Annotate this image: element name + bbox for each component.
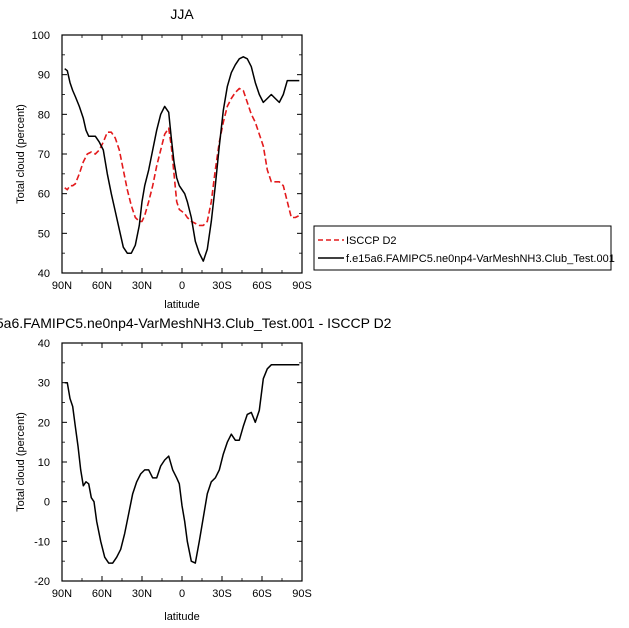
bottom-y-axis-label: Total cloud (percent)	[15, 412, 27, 512]
top-y-tick-label: 90	[38, 70, 50, 82]
bottom-y-tick-label: -20	[34, 576, 50, 588]
top-y-axis-label: Total cloud (percent)	[15, 104, 27, 204]
top-panel: JJA 90N 60N 30N 0 30S 60S 90S 40 50 60 70 80 90 100 l…	[15, 6, 312, 311]
top-x-tick-label: 30S	[212, 280, 232, 292]
bottom-x-axis-label: latitude	[164, 611, 199, 623]
bottom-x-tick-label: 60N	[92, 588, 112, 600]
top-x-tick-label: 60N	[92, 280, 112, 292]
top-series-line-isccp	[64, 87, 300, 227]
top-series-line-model	[64, 56, 300, 262]
top-y-tick-label: 60	[38, 189, 50, 201]
bottom-x-tick-label: 30N	[132, 588, 152, 600]
top-x-tick-label: 90S	[292, 280, 312, 292]
bottom-panel: f.e15a6.FAMIPC5.ne0np4-VarMeshNH3.Club_T…	[0, 315, 392, 623]
bottom-y-tick-label: 20	[38, 417, 50, 429]
legend-label-model: f.e15a6.FAMIPC5.ne0np4-VarMeshNH3.Club_T…	[346, 253, 615, 265]
bottom-x-tick-label: 90S	[292, 588, 312, 600]
bottom-chart-title: f.e15a6.FAMIPC5.ne0np4-VarMeshNH3.Club_T…	[0, 315, 392, 331]
bottom-x-tick-label: 0	[179, 588, 185, 600]
top-y-tick-label: 80	[38, 109, 50, 121]
top-chart-title: JJA	[170, 6, 194, 22]
bottom-x-tick-label: 90N	[52, 588, 72, 600]
bottom-y-tick-label: -10	[34, 536, 50, 548]
bottom-x-tick-label: 30S	[212, 588, 232, 600]
top-x-tick-label: 60S	[252, 280, 272, 292]
bottom-series-layer	[64, 364, 300, 564]
top-x-axis-label: latitude	[164, 299, 199, 311]
top-y-tick-label: 70	[38, 149, 50, 161]
top-series-layer	[64, 56, 300, 262]
bottom-y-tick-label: 30	[38, 378, 50, 390]
top-x-tick-label: 30N	[132, 280, 152, 292]
top-x-tick-label: 0	[179, 280, 185, 292]
bottom-y-tick-label: 0	[44, 497, 50, 509]
top-y-tick-label: 40	[38, 268, 50, 280]
bottom-plot-frame	[61, 342, 303, 582]
bottom-y-tick-label: 10	[38, 457, 50, 469]
top-plot-frame	[61, 34, 303, 274]
top-y-tick-label: 50	[38, 228, 50, 240]
legend: ISCCP D2 f.e15a6.FAMIPC5.ne0np4-VarMeshN…	[313, 225, 615, 271]
legend-frame	[313, 225, 612, 271]
top-x-tick-label: 90N	[52, 280, 72, 292]
bottom-y-tick-label: 40	[38, 338, 50, 350]
legend-label-isccp: ISCCP D2	[346, 235, 397, 247]
bottom-x-tick-label: 60S	[252, 588, 272, 600]
top-y-tick-label: 100	[32, 30, 50, 42]
bottom-series-line-model	[64, 364, 300, 564]
